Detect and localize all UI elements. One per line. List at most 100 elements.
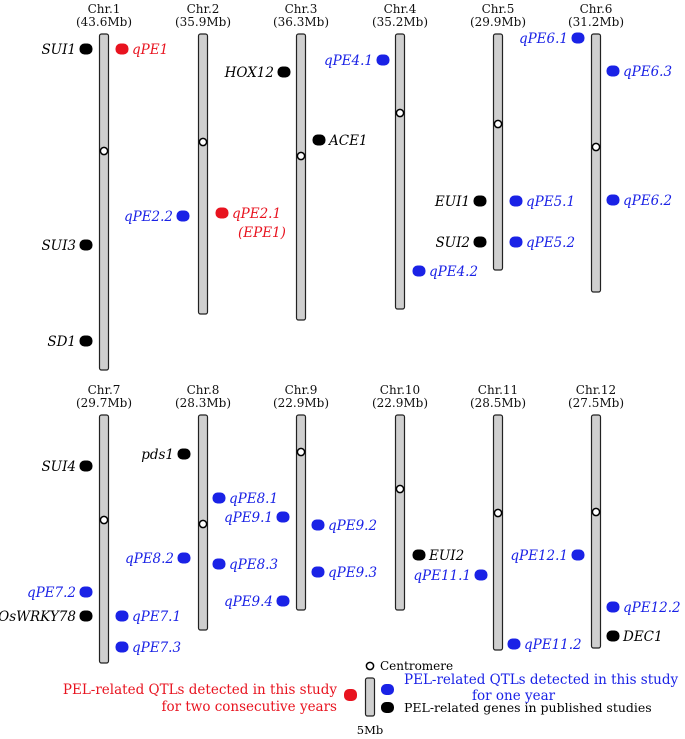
marker-label: OsWRKY78 (0, 609, 76, 625)
chromosome-bar (295, 33, 307, 321)
chromosome-length: (43.6Mb) (76, 15, 132, 29)
chromosome-chr-1: Chr.1(43.6Mb)SUI1 qPE1 SUI3 SD1 (41, 2, 168, 371)
centromere-marker (198, 519, 208, 529)
marker-qpe7-1: qPE7.1 (115, 609, 181, 625)
chromosome-length: (28.5Mb) (470, 396, 526, 410)
chromosome-length: (36.3Mb) (273, 15, 329, 29)
legend: Centromere 5Mb PEL-related QTLs detected i… (63, 659, 679, 737)
marker-label: EUI2 (428, 548, 464, 564)
qtl-dot (311, 566, 325, 578)
marker-sd1: SD1 (47, 334, 93, 350)
marker-label: qPE7.3 (132, 640, 181, 656)
marker-label: SUI3 (41, 238, 76, 254)
marker-label: qPE6.2 (623, 193, 672, 209)
marker-label: ACE1 (327, 133, 368, 149)
chromosome-length: (31.2Mb) (568, 15, 624, 29)
gene-dot (79, 43, 93, 55)
marker-label: qPE9.1 (224, 510, 273, 526)
centromere-marker (296, 151, 306, 161)
marker-label: qPE5.1 (526, 194, 575, 210)
centromere-marker (591, 142, 601, 152)
chromosome-name: Chr.8 (187, 383, 220, 397)
marker-qpe7-3: qPE7.3 (115, 640, 181, 656)
gene-dot (79, 610, 93, 622)
marker-qpe9-3: qPE9.3 (311, 565, 377, 581)
gene-dot (412, 549, 426, 561)
qtl-dot (276, 511, 290, 523)
qtl-dot (509, 195, 523, 207)
marker-label: qPE9.2 (328, 518, 377, 534)
marker-label: qPE9.3 (328, 565, 377, 581)
legend-gene-label: PEL-related genes in published studies (404, 700, 652, 715)
marker-label: qPE2.2 (124, 209, 173, 225)
chromosome-name: Chr.2 (187, 2, 220, 16)
qtl-dot (276, 595, 290, 607)
gene-dot (79, 335, 93, 347)
marker-label: qPE6.1 (519, 31, 568, 47)
qtl-dot (115, 610, 129, 622)
gene-dot (277, 66, 291, 78)
marker-label: qPE9.4 (224, 594, 273, 610)
marker-label: qPE12.2 (623, 600, 681, 616)
legend-one-year-icon (381, 684, 394, 695)
chromosome-bar (590, 33, 602, 293)
gene-dot (473, 236, 487, 248)
marker-label: SUI4 (41, 459, 76, 475)
marker-qpe8-3: qPE8.3 (212, 557, 278, 573)
marker-label: qPE7.2 (27, 585, 76, 601)
chromosome-chr-7: Chr.7(29.7Mb) SUI4 qPE7.2 OsWRKY78 qPE7.1 qPE… (0, 383, 181, 664)
chromosome-chr-8: Chr.8(28.3Mb) pds1 qPE8.1 qPE8.2 qPE8.3 (125, 383, 278, 631)
marker-label: qPE7.1 (132, 609, 181, 625)
qtl-dot (509, 236, 523, 248)
gene-dot (473, 195, 487, 207)
marker-qpe6-1: qPE6.1 (519, 31, 585, 47)
chromosome-chr-5: Chr.5(29.9Mb) EUI1 qPE5.1 SUI2 qPE5.2 (434, 2, 575, 271)
chromosome-name: Chr.5 (482, 2, 515, 16)
qtl-dot (176, 210, 190, 222)
marker-qpe5-1: qPE5.1 (509, 194, 575, 210)
chromosome-bar (492, 33, 504, 271)
qtl-dot (412, 265, 426, 277)
centromere-marker (296, 447, 306, 457)
legend-one-year-label: PEL-related QTLs detected in this study (404, 672, 678, 688)
chromosome-bar (492, 414, 504, 651)
marker-label: SUI2 (435, 235, 470, 251)
centromere-marker (198, 137, 208, 147)
chromosome-name: Chr.6 (580, 2, 613, 16)
chromosome-length: (22.9Mb) (273, 396, 329, 410)
marker-label: qPE5.2 (526, 235, 575, 251)
marker-qpe12-1: qPE12.1 (510, 548, 585, 564)
marker-qpe8-2: qPE8.2 (125, 551, 191, 567)
qtl-dot (474, 569, 488, 581)
chromosome-chr-6: Chr.6(31.2Mb)qPE6.1 qPE6.3 qPE6.2 (519, 2, 672, 293)
marker-qpe8-1: qPE8.1 (212, 491, 278, 507)
chromosome-bar (98, 414, 110, 664)
chromosome-chr-10: Chr.10(22.9Mb) EUI2 qPE11.1 (372, 383, 488, 611)
marker-oswrky78: OsWRKY78 (0, 609, 93, 625)
marker-label: qPE8.1 (229, 491, 278, 507)
marker-qpe6-3: qPE6.3 (606, 64, 672, 80)
chromosome-length: (27.5Mb) (568, 396, 624, 410)
chromosome-name: Chr.3 (285, 2, 318, 16)
marker-label: SUI1 (41, 42, 76, 58)
centromere-marker (395, 108, 405, 118)
legend-gene-icon (381, 702, 394, 713)
marker-label: qPE4.2 (429, 264, 478, 280)
chromosome-name: Chr.4 (384, 2, 417, 16)
legend-two-years-label: PEL-related QTLs detected in this study (63, 682, 337, 698)
chromosome-name: Chr.1 (88, 2, 121, 16)
chromosome-length: (29.9Mb) (470, 15, 526, 29)
qtl-dot (507, 638, 521, 650)
scale-bar-label: 5Mb (357, 723, 383, 737)
chromosome-length: (35.9Mb) (175, 15, 231, 29)
chromosome-bar (394, 414, 406, 611)
marker-sui3: SUI3 (41, 238, 93, 254)
gene-dot (79, 460, 93, 472)
marker-hox12: HOX12 (224, 65, 291, 81)
marker-qpe2-1: qPE2.1 (EPE1) (215, 206, 286, 241)
marker-label: qPE11.2 (524, 637, 582, 653)
marker-qpe9-4: qPE9.4 (224, 594, 290, 610)
chromosome-bar (98, 33, 110, 371)
chromosome-name: Chr.11 (478, 383, 518, 397)
